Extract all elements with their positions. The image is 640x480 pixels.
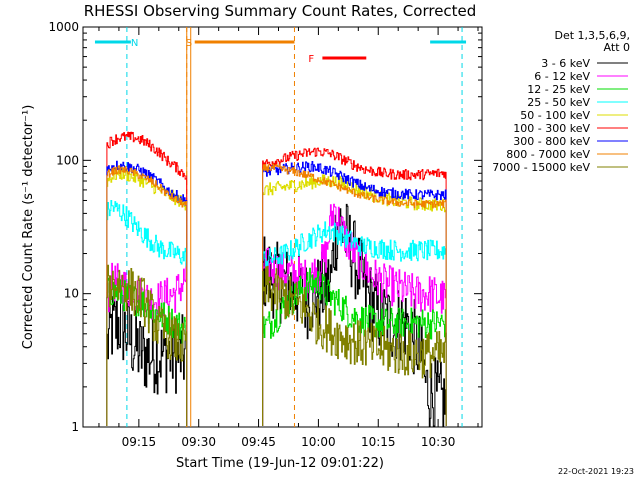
series-line-5 [262,147,447,426]
flag-label-f: F [308,54,314,65]
series-line-8 [262,265,447,426]
plot-frame [82,26,483,428]
x-tick-label: 09:15 [122,435,157,449]
series-line-0 [106,295,188,426]
series-line-7 [106,165,188,426]
series-line-7 [262,163,447,426]
series-line-2 [262,267,447,426]
legend-header-line-2: Att 0 [604,41,630,54]
series-line-3 [262,221,447,426]
y-tick-label: 100 [56,153,79,167]
legend-label: 300 - 800 keV [513,135,590,148]
series-line-8 [106,264,188,426]
x-tick-label: 10:30 [421,435,456,449]
chart-title: RHESSI Observing Summary Count Rates, Co… [84,2,477,20]
timestamp: 22-Oct-2021 19:23 [558,467,634,476]
legend-label: 100 - 300 keV [513,122,590,135]
flag-n: N [94,27,467,427]
x-axis-label: Start Time (19-Jun-12 09:01:22) [176,456,384,471]
series-layer [106,131,447,427]
flags-layer: N S F [94,27,467,427]
x-axis-ticks: 09:15 09:30 09:45 10:00 10:15 10:30 [98,27,479,449]
legend-label: 12 - 25 keV [527,83,590,96]
x-tick-label: 10:15 [361,435,396,449]
legend-label: 6 - 12 keV [534,70,590,83]
flag-label-n: N [131,38,138,49]
y-tick-label: 1 [71,420,79,434]
legend-label: 25 - 50 keV [527,96,590,109]
series-line-5 [106,131,188,426]
y-axis-ticks: 1 10 100 1000 [48,20,482,434]
legend-label: 800 - 7000 keV [506,148,590,161]
y-tick-label: 1000 [48,20,79,34]
y-axis-label: Corrected Count Rate (s⁻¹ detector⁻¹) [21,105,36,350]
legend-label: 3 - 6 keV [541,57,590,70]
y-tick-label: 10 [64,287,79,301]
x-tick-label: 10:00 [301,435,336,449]
legend-header-line-1: Det 1,3,5,6,9, [554,29,630,42]
legend-label: 7000 - 15000 keV [492,161,590,174]
x-tick-label: 09:45 [241,435,276,449]
flag-s: S [186,27,295,427]
flag-f: F [308,54,367,65]
x-tick-label: 09:30 [181,435,216,449]
series-line-6 [262,161,447,426]
series-line-3 [106,200,188,426]
legend-label: 50 - 100 keV [520,109,590,122]
flag-label-s: S [186,38,192,49]
series-line-1 [262,203,447,426]
